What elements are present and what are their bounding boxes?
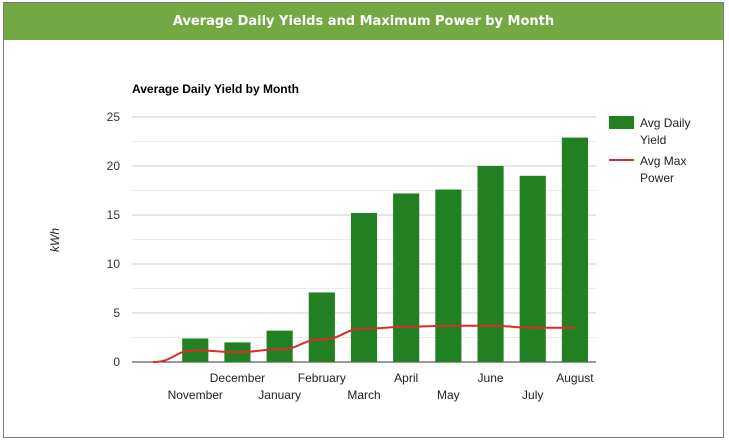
max-power-line [153,324,575,363]
legend-label: Avg Daily [640,116,690,130]
bar [519,175,546,362]
y-tick-label: 10 [107,257,121,271]
y-tick-label: 20 [107,159,121,173]
x-tick-label: March [347,388,380,402]
bar [393,193,420,362]
x-tick-label: August [556,371,594,385]
legend-label: Yield [640,133,666,147]
bar [266,330,293,362]
x-tick-label: June [478,371,504,385]
y-tick-label: 5 [113,306,120,320]
bar [435,189,462,362]
x-tick-label: February [298,371,346,385]
x-tick-label: May [437,388,460,402]
panel-title: Average Daily Yields and Maximum Power b… [4,3,723,40]
x-tick-label: November [168,388,223,402]
x-tick-label: July [522,388,543,402]
y-tick-label: 15 [107,208,121,222]
legend-swatch [609,116,634,129]
x-tick-label: January [258,388,301,402]
y-tick-label: 0 [113,355,120,369]
bar [350,213,378,362]
x-tick-label: April [394,371,418,385]
bar [561,137,588,362]
x-tick-label: December [210,371,265,385]
bar [477,166,504,362]
legend-label: Avg Max [640,154,686,168]
y-axis-label: kWh [48,228,62,252]
y-tick-label: 25 [107,110,121,124]
chart-title: Average Daily Yield by Month [132,82,299,96]
chart-panel: Average Daily Yields and Maximum Power b… [3,2,724,438]
legend-label: Power [640,171,674,185]
bar [308,292,335,362]
